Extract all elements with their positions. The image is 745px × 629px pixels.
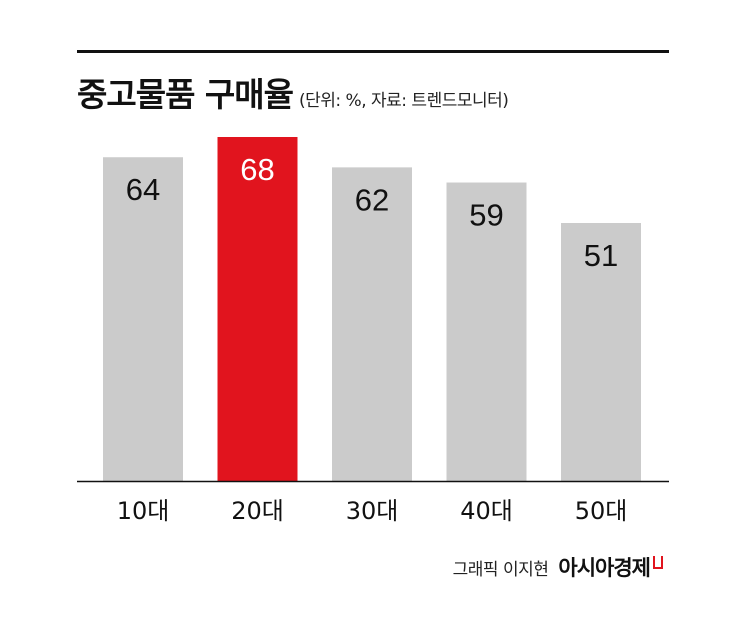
- top-rule: [77, 50, 669, 53]
- value-label-40대: 59: [469, 198, 503, 233]
- value-label-20대: 68: [240, 152, 274, 187]
- category-label-20대: 20대: [231, 497, 284, 525]
- bar-20대: [217, 137, 298, 481]
- category-label-40대: 40대: [460, 497, 513, 525]
- category-label-30대: 30대: [346, 497, 399, 525]
- bar-40대: [446, 182, 527, 481]
- chart-title: 중고물품 구매율: [77, 75, 294, 114]
- bar-50대: [561, 223, 641, 481]
- category-label-10대: 10대: [117, 497, 170, 525]
- publisher-logo: 아시아경제: [558, 556, 651, 580]
- publisher-logo-mark-icon: [653, 555, 663, 569]
- chart-subtitle: (단위: %, 자료: 트렌드모니터): [299, 91, 509, 111]
- category-label-50대: 50대: [575, 497, 628, 525]
- credit-row: 그래픽 이지현 아시아경제: [453, 552, 663, 582]
- title-row: 중고물품 구매율 (단위: %, 자료: 트렌드모니터): [77, 68, 509, 116]
- value-label-10대: 64: [126, 172, 160, 207]
- value-label-50대: 51: [584, 238, 618, 273]
- bar-10대: [103, 157, 183, 481]
- graphic-credit: 그래픽 이지현: [452, 559, 549, 580]
- bar-30대: [332, 167, 412, 481]
- value-label-30대: 62: [355, 182, 389, 217]
